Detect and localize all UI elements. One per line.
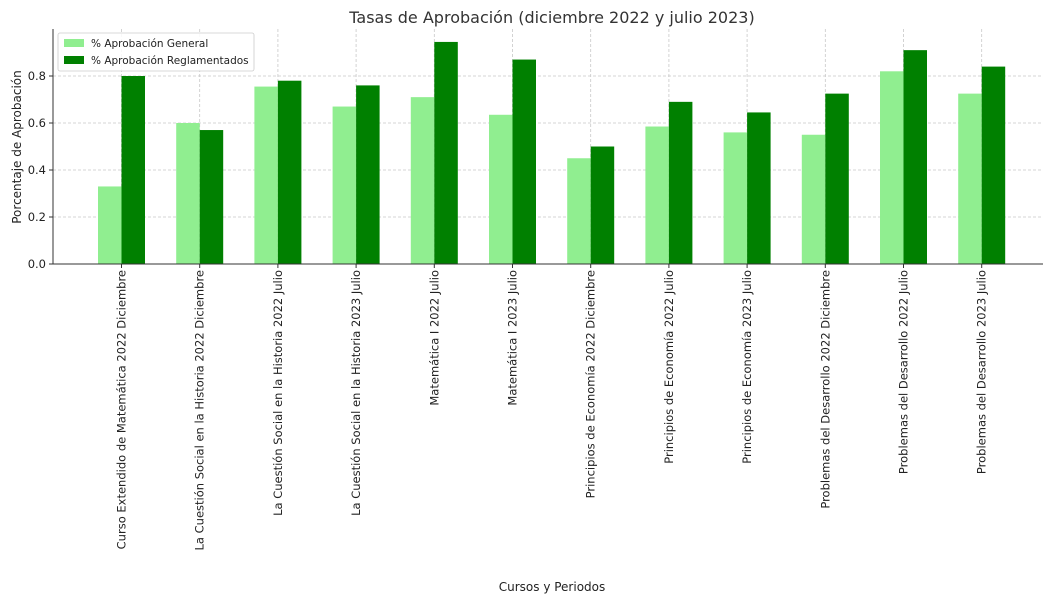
x-ticks: Curso Extendido de Matemática 2022 Dicie… xyxy=(115,264,989,550)
bar-general xyxy=(801,134,826,264)
legend: % Aprobación General % Aprobación Reglam… xyxy=(57,32,255,72)
bar-reglamentados xyxy=(121,76,145,264)
bars xyxy=(98,41,1006,265)
x-tick-label: Principios de Economía 2022 Diciembre xyxy=(584,270,598,498)
y-tick-label: 0.0 xyxy=(28,257,46,271)
bar-general xyxy=(176,123,200,264)
chart-title: Tasas de Aprobación (diciembre 2022 y ju… xyxy=(348,8,754,27)
bar-reglamentados xyxy=(590,146,615,264)
legend-label-reglamentados: % Aprobación Reglamentados xyxy=(91,55,249,67)
bar-general xyxy=(645,126,669,265)
bar-reglamentados xyxy=(903,50,927,265)
bar-general xyxy=(410,97,435,265)
x-tick-label: La Cuestión Social en la Historia 2022 D… xyxy=(193,270,207,550)
bar-general xyxy=(254,86,278,264)
legend-swatch-reglamentados xyxy=(64,56,84,64)
bar-general xyxy=(958,93,982,264)
bar-reglamentados xyxy=(981,66,1006,264)
x-tick-label: Problemas del Desarrollo 2022 Diciembre xyxy=(818,270,832,509)
bar-reglamentados xyxy=(277,80,302,264)
x-axis-label: Cursos y Periodos xyxy=(499,580,606,594)
x-tick-label: Problemas del Desarrollo 2023 Julio xyxy=(975,270,989,474)
bar-general xyxy=(723,132,748,264)
x-tick-label: Matemática I 2022 Julio xyxy=(427,270,441,406)
bar-general xyxy=(98,186,122,264)
y-tick-label: 0.4 xyxy=(28,163,46,177)
legend-label-general: % Aprobación General xyxy=(91,38,208,50)
legend-box xyxy=(57,32,255,72)
bar-general xyxy=(489,114,513,265)
x-tick-label: Principios de Economía 2022 Julio xyxy=(662,270,676,464)
bar-reglamentados xyxy=(512,59,536,264)
bar-reglamentados xyxy=(434,41,458,264)
bar-general xyxy=(567,158,591,264)
y-tick-label: 0.2 xyxy=(28,210,46,224)
x-tick-label: Matemática I 2023 Julio xyxy=(506,270,520,406)
bar-reglamentados xyxy=(668,101,693,264)
legend-swatch-general xyxy=(64,39,84,47)
x-tick-label: La Cuestión Social en la Historia 2022 J… xyxy=(271,270,285,516)
bar-reglamentados xyxy=(199,130,224,264)
bar-reglamentados xyxy=(825,93,849,264)
bar-general xyxy=(332,106,357,264)
y-axis-label: Porcentaje de Aprobación xyxy=(10,70,24,224)
y-ticks: 0.0 0.2 0.4 0.6 0.8 xyxy=(28,69,53,271)
bar-general xyxy=(880,71,904,264)
x-tick-label: Problemas del Desarrollo 2022 Julio xyxy=(897,270,911,474)
axes xyxy=(52,29,1043,265)
y-tick-label: 0.6 xyxy=(28,116,46,130)
x-tick-label: Curso Extendido de Matemática 2022 Dicie… xyxy=(115,270,129,549)
bar-reglamentados xyxy=(747,112,771,264)
bar-reglamentados xyxy=(356,85,380,265)
x-tick-label: La Cuestión Social en la Historia 2023 J… xyxy=(349,270,363,516)
y-tick-label: 0.8 xyxy=(28,69,46,83)
x-tick-label: Principios de Economía 2023 Julio xyxy=(740,270,754,464)
